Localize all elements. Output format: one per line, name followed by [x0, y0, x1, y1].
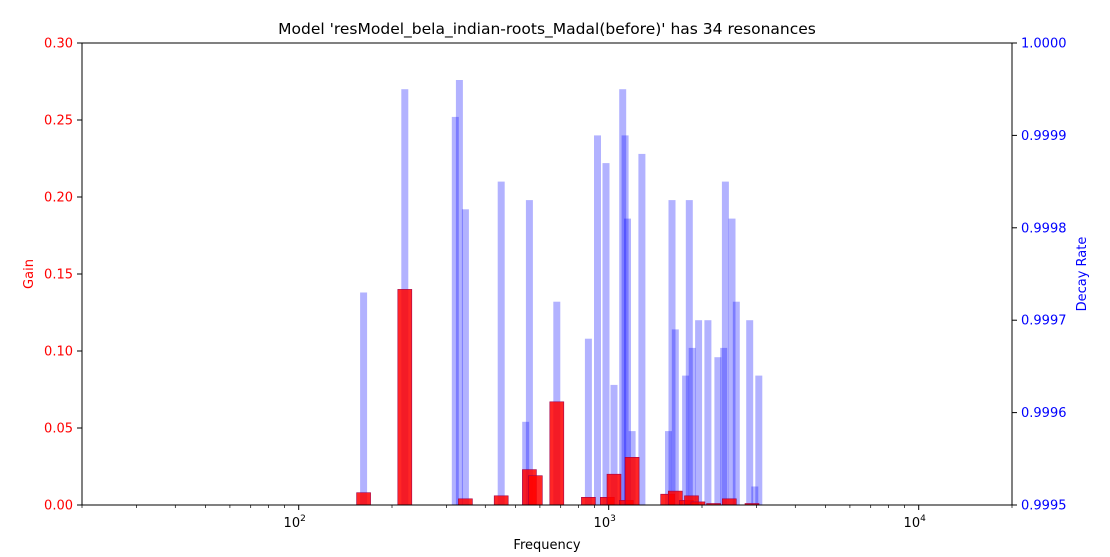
gain-bar [581, 496, 596, 506]
x-axis: 102 103 104 [81, 505, 1013, 531]
gain-bar [397, 289, 413, 506]
gain-series [356, 289, 760, 506]
x-tick-label: 102 [284, 514, 306, 531]
decay-rate-tick-label: 1.0000 [1021, 37, 1067, 52]
decay-rate-bar [602, 163, 610, 505]
gain-bar [458, 498, 473, 506]
decay-rate-bar [360, 292, 368, 505]
decay-rate-bar [455, 80, 463, 505]
gain-bar [606, 473, 622, 506]
decay-rate-bar [688, 347, 696, 505]
gain-bar [721, 498, 737, 506]
decay-rate-bar [610, 384, 618, 505]
gain-tick-label: 0.15 [44, 268, 73, 283]
decay-rate-bar [695, 320, 703, 505]
decay-rate-bar [668, 200, 676, 505]
decay-rate-bar [624, 218, 631, 505]
gain-axis: 0.00 0.05 0.10 0.15 0.20 0.25 0.30 [44, 37, 82, 514]
gain-tick-label: 0.30 [44, 37, 73, 52]
gain-bar [356, 492, 371, 506]
decay-rate-bar [665, 431, 672, 505]
gain-axis-label: Gain [22, 259, 37, 289]
decay-rate-bar [746, 320, 754, 505]
gain-bar [527, 475, 543, 506]
x-tick-label: 104 [904, 514, 927, 531]
decay-rate-axis: 0.9995 0.9996 0.9997 0.9998 0.9999 1.0000 [1012, 37, 1067, 514]
decay-rate-tick-label: 0.9998 [1021, 221, 1067, 236]
decay-rate-bar [522, 421, 530, 505]
decay-rate-bar [704, 320, 712, 505]
gain-tick-label: 0.25 [44, 114, 73, 129]
decay-rate-bar [671, 329, 679, 505]
x-tick-label: 103 [594, 514, 616, 531]
decay-rate-bar [732, 301, 740, 505]
decay-rate-bar [621, 135, 629, 505]
decay-rate-bar [728, 218, 736, 505]
gain-bar [493, 495, 509, 506]
decay-rate-bar [584, 338, 592, 505]
decay-rate-bar [685, 200, 693, 505]
decay-rate-bar [638, 153, 646, 505]
gain-tick-label: 0.10 [44, 345, 73, 360]
decay-rate-bar [525, 200, 533, 505]
decay-rate-bar [594, 135, 601, 505]
decay-rate-bar [714, 357, 722, 505]
gain-tick-label: 0.20 [44, 191, 73, 206]
decay-rate-bar [451, 116, 459, 506]
decay-rate-bar [755, 375, 763, 505]
decay-rate-tick-label: 0.9997 [1021, 314, 1067, 329]
gain-tick-label: 0.05 [44, 422, 73, 437]
decay-rate-bar [721, 181, 729, 505]
decay-rate-bar [720, 347, 728, 505]
decay-rate-axis-label: Decay Rate [1075, 237, 1090, 312]
decay-rate-bar [497, 181, 505, 505]
decay-rate-series [360, 80, 763, 506]
decay-rate-bar [461, 209, 469, 506]
decay-rate-tick-label: 0.9999 [1021, 129, 1067, 144]
gain-bar [624, 456, 640, 506]
gain-tick-label: 0.00 [44, 499, 73, 514]
chart-title: Model 'resModel_bela_indian-roots_Madal(… [278, 20, 816, 39]
gain-bar [549, 401, 565, 506]
x-axis-label: Frequency [513, 538, 580, 553]
decay-rate-bar [751, 486, 759, 505]
plot-frame [81, 42, 1013, 506]
decay-rate-bar [682, 375, 690, 505]
decay-rate-bar [619, 89, 627, 505]
decay-rate-tick-label: 0.9995 [1021, 499, 1067, 514]
decay-rate-tick-label: 0.9996 [1021, 406, 1067, 421]
